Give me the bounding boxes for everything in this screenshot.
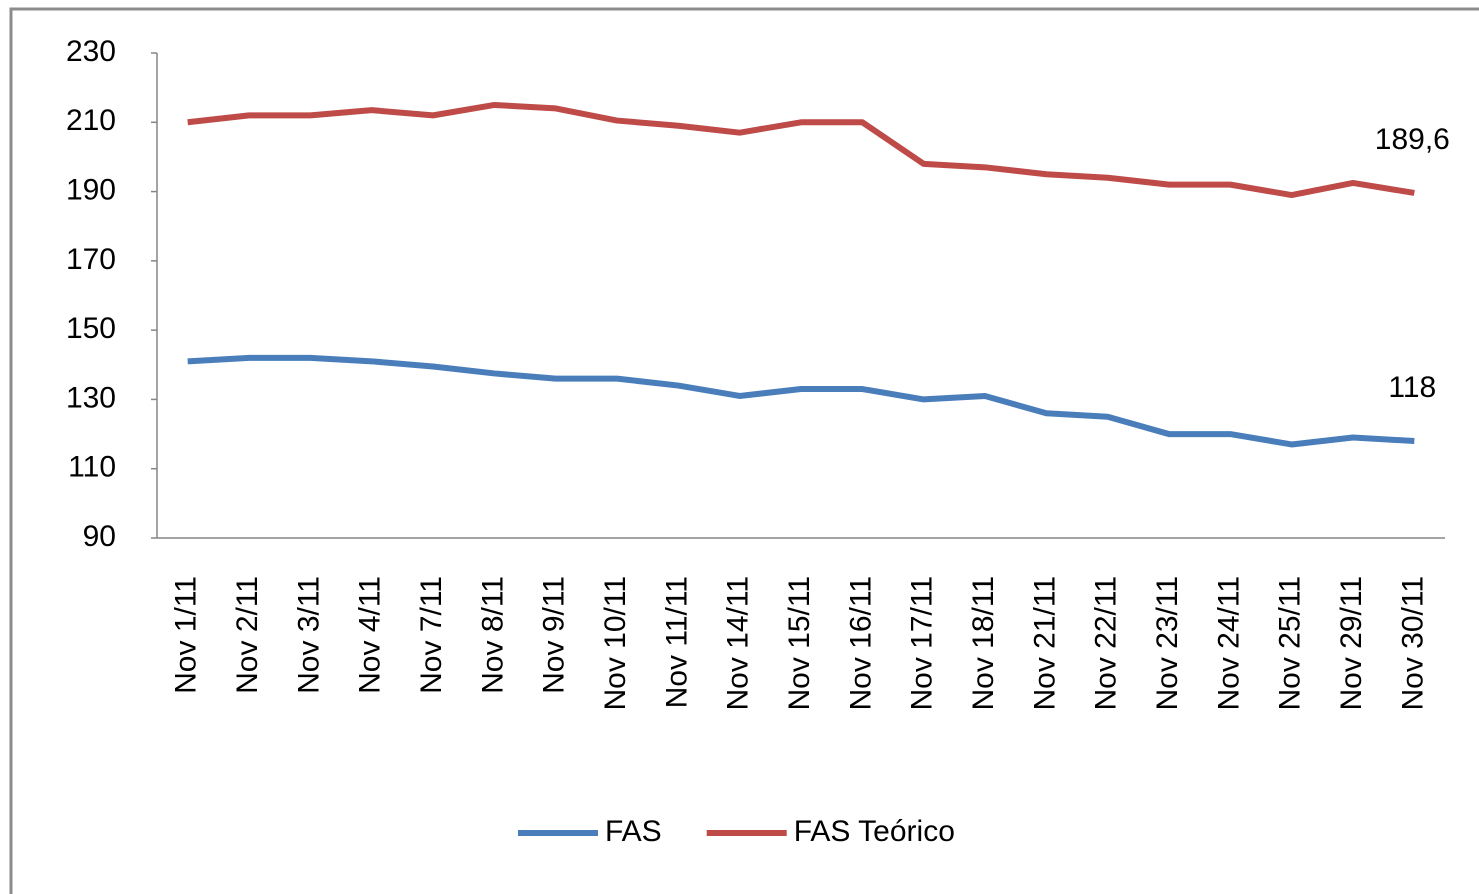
- y-tick-label: 210: [66, 104, 116, 137]
- x-tick-label: Nov 7/11: [415, 576, 448, 694]
- x-tick-label: Nov 22/11: [1090, 576, 1123, 711]
- series-line: [187, 354, 1415, 448]
- x-tick-label: Nov 25/11: [1274, 576, 1307, 711]
- x-tick-label: Nov 17/11: [906, 576, 939, 711]
- x-tick-label: Nov 4/11: [354, 576, 387, 694]
- data-label: 189,6: [1375, 123, 1450, 156]
- y-tick-label: 150: [66, 312, 116, 345]
- series-line: [187, 101, 1415, 199]
- x-tick-label: Nov 2/11: [231, 576, 264, 694]
- y-tick-label: 190: [66, 173, 116, 206]
- legend-label: FAS Teórico: [794, 815, 955, 848]
- x-tick-label: Nov 1/11: [170, 576, 203, 694]
- x-tick-label: Nov 11/11: [660, 576, 693, 708]
- x-tick-label: Nov 21/11: [1028, 576, 1061, 711]
- x-tick-label: Nov 18/11: [967, 576, 1000, 711]
- x-tick-label: Nov 29/11: [1335, 576, 1368, 711]
- x-tick-label: Nov 16/11: [844, 576, 877, 711]
- legend-label: FAS: [605, 815, 662, 848]
- x-tick-label: Nov 9/11: [538, 576, 571, 694]
- x-tick-label: Nov 15/11: [783, 576, 816, 711]
- y-tick-label: 230: [66, 35, 116, 68]
- x-tick-label: Nov 10/11: [599, 576, 632, 711]
- x-tick-label: Nov 23/11: [1151, 576, 1184, 711]
- data-label: 118: [1388, 371, 1436, 404]
- y-tick-label: 90: [83, 520, 116, 553]
- y-tick-label: 170: [66, 243, 116, 276]
- y-tick-label: 110: [68, 451, 116, 484]
- x-tick-label: Nov 14/11: [722, 576, 755, 711]
- x-tick-label: Nov 8/11: [476, 576, 509, 694]
- x-tick-label: Nov 24/11: [1212, 576, 1245, 711]
- chart-frame: [9, 7, 1479, 894]
- y-tick-label: 130: [66, 381, 116, 414]
- x-tick-label: Nov 30/11: [1396, 576, 1429, 711]
- x-tick-label: Nov 3/11: [292, 576, 325, 694]
